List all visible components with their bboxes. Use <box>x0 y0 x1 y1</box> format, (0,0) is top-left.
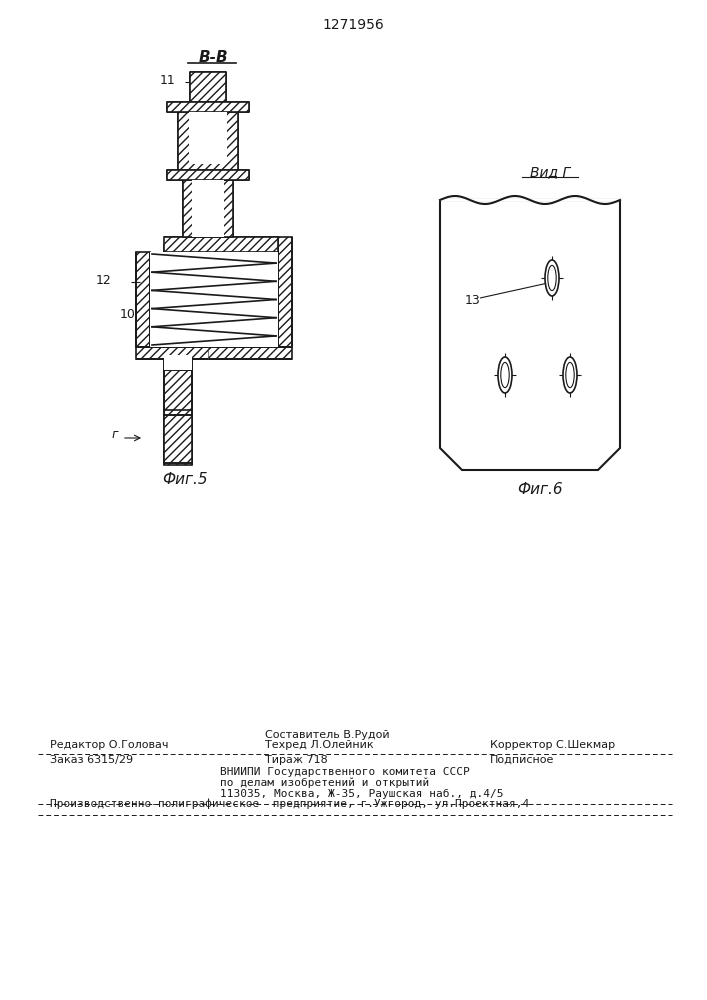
Bar <box>167 170 249 180</box>
Text: 1271956: 1271956 <box>322 18 384 32</box>
Bar <box>136 252 150 347</box>
Text: В-В: В-В <box>198 50 228 66</box>
Bar <box>164 370 192 410</box>
Bar <box>167 102 249 112</box>
Ellipse shape <box>548 265 556 291</box>
Ellipse shape <box>501 362 509 388</box>
Text: 12: 12 <box>95 273 111 286</box>
Text: 13: 13 <box>465 294 481 306</box>
Bar <box>189 112 227 164</box>
Bar <box>164 415 192 463</box>
Text: Подписное: Подписное <box>490 755 554 765</box>
Text: Редактор О.Головач: Редактор О.Головач <box>50 740 168 750</box>
Text: Производственно-полиграфическое  предприятие, г.Ужгород, ул.Проектная,4: Производственно-полиграфическое предприя… <box>50 798 530 809</box>
Text: по делам изобретений и открытий: по делам изобретений и открытий <box>220 778 429 788</box>
Text: 10: 10 <box>120 308 136 322</box>
Bar <box>192 180 224 237</box>
Bar <box>190 72 226 102</box>
Ellipse shape <box>563 357 577 393</box>
Text: 113035, Москва, Ж-35, Раушская наб., д.4/5: 113035, Москва, Ж-35, Раушская наб., д.4… <box>220 789 503 799</box>
Text: Корректор С.Шекмар: Корректор С.Шекмар <box>490 740 615 750</box>
Text: Составитель В.Рудой: Составитель В.Рудой <box>265 730 390 740</box>
Text: г: г <box>112 428 119 442</box>
Text: ВНИИПИ Государственного комитета СССР: ВНИИПИ Государственного комитета СССР <box>220 767 469 777</box>
Text: Фиг.5: Фиг.5 <box>162 473 208 488</box>
Bar <box>278 237 292 347</box>
Bar <box>136 347 292 359</box>
Text: 11: 11 <box>159 74 175 87</box>
Bar <box>164 355 192 370</box>
Ellipse shape <box>545 260 559 296</box>
Bar <box>164 245 192 465</box>
Text: Техред Л.Олейник: Техред Л.Олейник <box>265 740 373 750</box>
Text: Тираж 718: Тираж 718 <box>265 755 328 765</box>
Ellipse shape <box>566 362 574 388</box>
Text: Вид Г: Вид Г <box>530 165 570 179</box>
Bar <box>150 252 278 347</box>
Text: Заказ 6315/29: Заказ 6315/29 <box>50 755 133 765</box>
Bar <box>164 237 278 252</box>
Bar <box>439 199 621 201</box>
Bar <box>183 180 233 237</box>
Polygon shape <box>440 200 620 470</box>
Bar <box>178 112 238 170</box>
Ellipse shape <box>498 357 512 393</box>
Text: Фиг.6: Фиг.6 <box>518 483 563 497</box>
